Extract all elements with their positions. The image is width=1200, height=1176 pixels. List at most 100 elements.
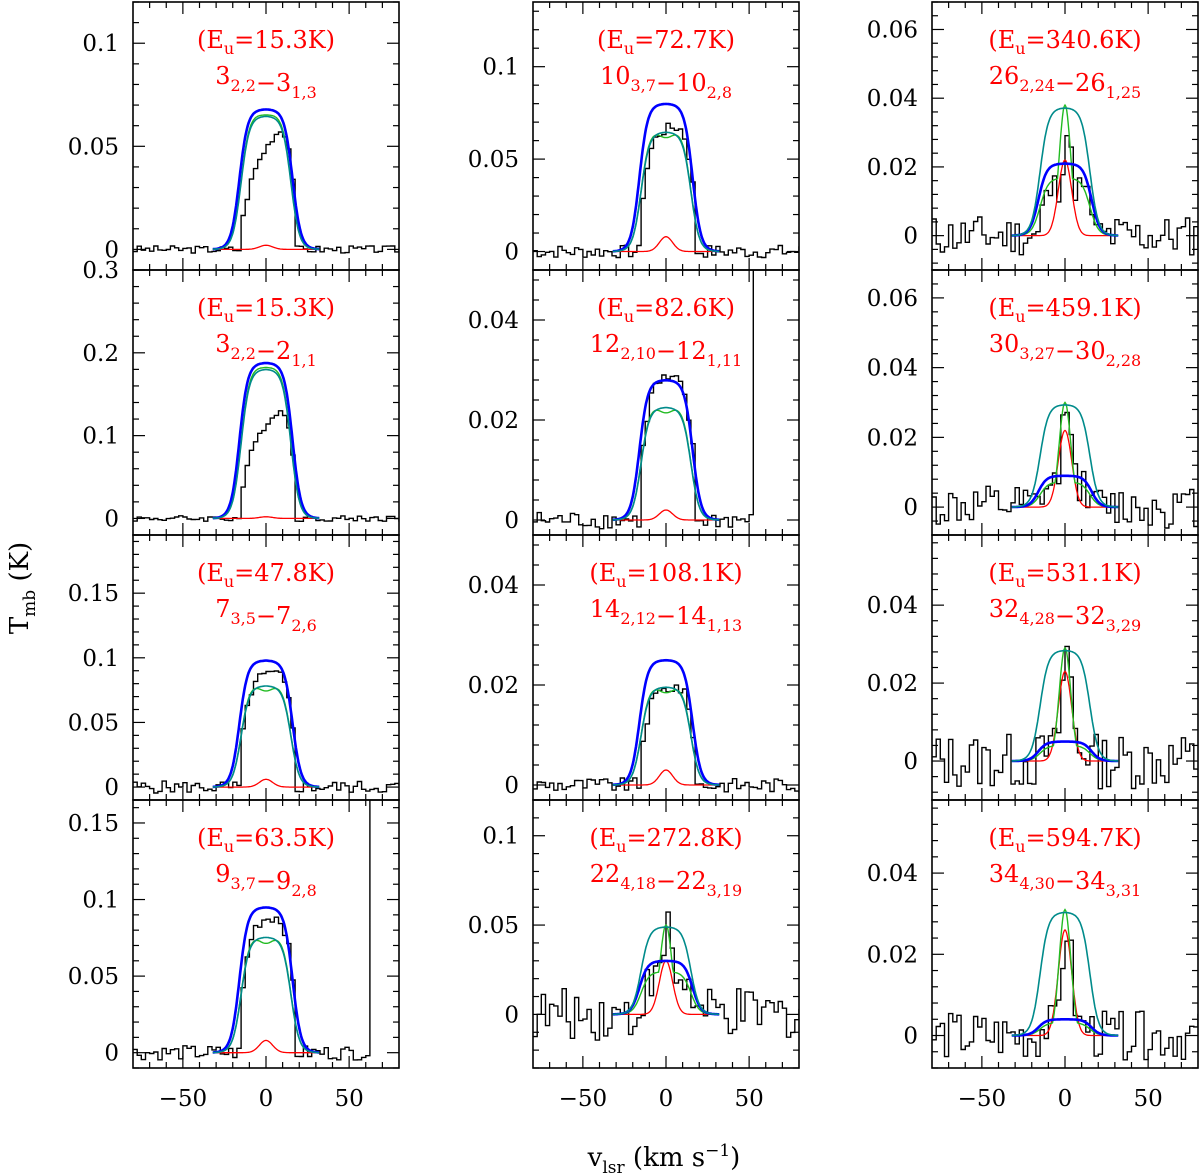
panel-5-model-fit (612, 131, 720, 253)
panel-6-transition-label: 122,10−121,11 (590, 330, 742, 370)
panel-4-ytick-label: 0 (104, 1041, 119, 1067)
panel-4-model-total (212, 906, 320, 1054)
panel-10-observed-spectrum (932, 411, 1198, 529)
panel-11-model-total (1011, 740, 1119, 763)
x-axis-title-rest: (km s (625, 1143, 705, 1173)
panel-9-model-alt (1011, 103, 1119, 237)
panel-11-model-component (1011, 670, 1119, 762)
panel-1-observed-spectrum (133, 131, 399, 254)
panel-12-observed-spectrum (932, 939, 1198, 1061)
panel-8-xtick-label: 0 (659, 1086, 674, 1112)
panel-1-ytick-label: 0.1 (82, 31, 119, 57)
panel-9-model-total (1011, 162, 1119, 237)
panel-4-xtick-label: 50 (334, 1086, 363, 1112)
panel-2-observed-spectrum (133, 410, 399, 522)
panel-9-ytick-label: 0 (903, 224, 918, 250)
panel-1-plot (133, 108, 399, 254)
panel-4-plot (133, 800, 371, 1061)
panel-4-observed-spectrum (133, 800, 371, 1061)
panel-4-xtick-label: 0 (259, 1086, 274, 1112)
panel-12-model-total (1011, 1018, 1119, 1037)
panel-1-model-total (212, 108, 320, 251)
panel-1-model-fit (212, 115, 320, 250)
panel-grid: 0 0.05 0.1 (Eu=15.3K) 32,2−31,3 0 0.1 0.2 0.3 (Eu… (68, 1, 1199, 1112)
panel-10-transition-label: 303,27−302,28 (989, 330, 1141, 370)
panel-2-transition-label: 32,2−21,1 (215, 330, 317, 370)
panel-5-model-total (612, 102, 720, 253)
panel-6-ytick-label: 0.02 (468, 408, 519, 434)
panel-10-plot (932, 401, 1198, 529)
panel-12-ytick-label: 0.04 (867, 861, 918, 887)
panel-9-observed-spectrum (932, 135, 1198, 256)
panel-10-ytick-label: 0.04 (867, 356, 918, 382)
panel-10-energy-label: (Eu=459.1K) (988, 294, 1141, 326)
panel-5-observed-spectrum (533, 122, 799, 259)
panel-6-model-fit (612, 406, 720, 521)
panel-7-ytick-label: 0.02 (468, 673, 519, 699)
panel-8-plot (533, 911, 799, 1041)
panel-4-ytick-label: 0.15 (68, 811, 119, 837)
panel-11-energy-label: (Eu=531.1K) (988, 559, 1141, 591)
panel-3-ytick-label: 0.05 (68, 710, 119, 736)
panel-4-model-fit (212, 936, 320, 1054)
panel-9-model-component (1011, 159, 1119, 237)
panel-12-xtick-label: 50 (1133, 1086, 1162, 1112)
panel-7-plot (533, 658, 799, 793)
panel-7-model-fit (612, 686, 720, 786)
panel-4-ytick-label: 0.1 (82, 888, 119, 914)
panel-4-xtick-label: −50 (159, 1086, 208, 1112)
panel-7-model-total (612, 658, 720, 787)
panel-5-model-alt (612, 134, 720, 253)
panel-1-energy-label: (Eu=15.3K) (197, 26, 335, 58)
panel-1: 0 0.05 0.1 (Eu=15.3K) 32,2−31,3 (68, 1, 400, 271)
panel-8-transition-label: 224,18−223,19 (590, 860, 742, 900)
panel-12-ytick-label: 0 (903, 1024, 918, 1050)
panel-5-ytick-label: 0.05 (468, 147, 519, 173)
panel-10-model-fit (1011, 403, 1119, 508)
x-axis-title-main: v (587, 1143, 603, 1173)
panel-8-ytick-label: 0.1 (482, 824, 519, 850)
y-axis-title-sub: mb (20, 590, 40, 617)
panel-10-model-total (1011, 474, 1119, 509)
panel-2-model-component (212, 516, 320, 520)
x-axis-title-close: ) (730, 1143, 740, 1173)
panel-12-energy-label: (Eu=594.7K) (988, 824, 1141, 856)
panel-12-xtick-label: −50 (958, 1086, 1007, 1112)
panel-11-plot (932, 645, 1198, 790)
panel-11-transition-label: 324,28−323,29 (989, 595, 1141, 635)
panel-3-observed-spectrum (133, 670, 399, 794)
panel-8-ytick-label: 0 (504, 1002, 519, 1028)
y-axis-title-rest: (K) (5, 542, 35, 590)
panel-12-model-component (1011, 928, 1119, 1037)
panel-4-model-alt (212, 939, 320, 1054)
panel-3-ytick-label: 0.15 (68, 581, 119, 607)
panel-7-energy-label: (Eu=108.1K) (589, 559, 742, 591)
panel-2-model-total (212, 361, 320, 520)
panel-8-model-alt (612, 924, 720, 1016)
panel-6-ytick-label: 0 (504, 508, 519, 534)
panel-10: 0 0.02 0.04 0.06 (Eu=459.1K) 303,27−302,28 (867, 269, 1199, 536)
panel-11-model-fit (1011, 649, 1119, 762)
panel-1-model-component (212, 244, 320, 251)
panel-1-model-alt (212, 114, 320, 250)
panel-12: 0 0.02 0.04 −50 0 50 (Eu=594.7K) 344,30−343,31 (867, 799, 1199, 1112)
panel-9-ytick-label: 0.06 (867, 17, 918, 43)
panel-12-xtick-label: 0 (1058, 1086, 1073, 1112)
panel-9-energy-label: (Eu=340.6K) (988, 26, 1141, 58)
panel-11-observed-spectrum (932, 645, 1198, 790)
panel-7-transition-label: 142,12−141,13 (590, 595, 742, 635)
y-axis-title: Tmb (K) (5, 542, 40, 634)
panel-3-ytick-label: 0.1 (82, 646, 119, 672)
panel-6-energy-label: (Eu=82.6K) (597, 294, 735, 326)
panel-8-energy-label: (Eu=272.8K) (589, 824, 742, 856)
panel-11: 0 0.02 0.04 (Eu=531.1K) 324,28−323,29 (867, 534, 1199, 801)
panel-5-transition-label: 103,7−102,8 (600, 62, 732, 102)
panel-8-observed-spectrum (533, 911, 799, 1041)
panel-5-ytick-label: 0 (504, 240, 519, 266)
panel-5-energy-label: (Eu=72.7K) (597, 26, 735, 58)
panel-6: 0 0.02 0.04 (Eu=82.6K) 122,10−121,11 (468, 269, 800, 536)
panel-3-plot (133, 659, 399, 794)
panel-9-ytick-label: 0.04 (867, 86, 918, 112)
panel-6-plot (533, 270, 754, 530)
panel-4: 0 0.05 0.1 0.15 −50 0 50 (Eu=63.5K) 93,7−92,8 (68, 799, 400, 1112)
